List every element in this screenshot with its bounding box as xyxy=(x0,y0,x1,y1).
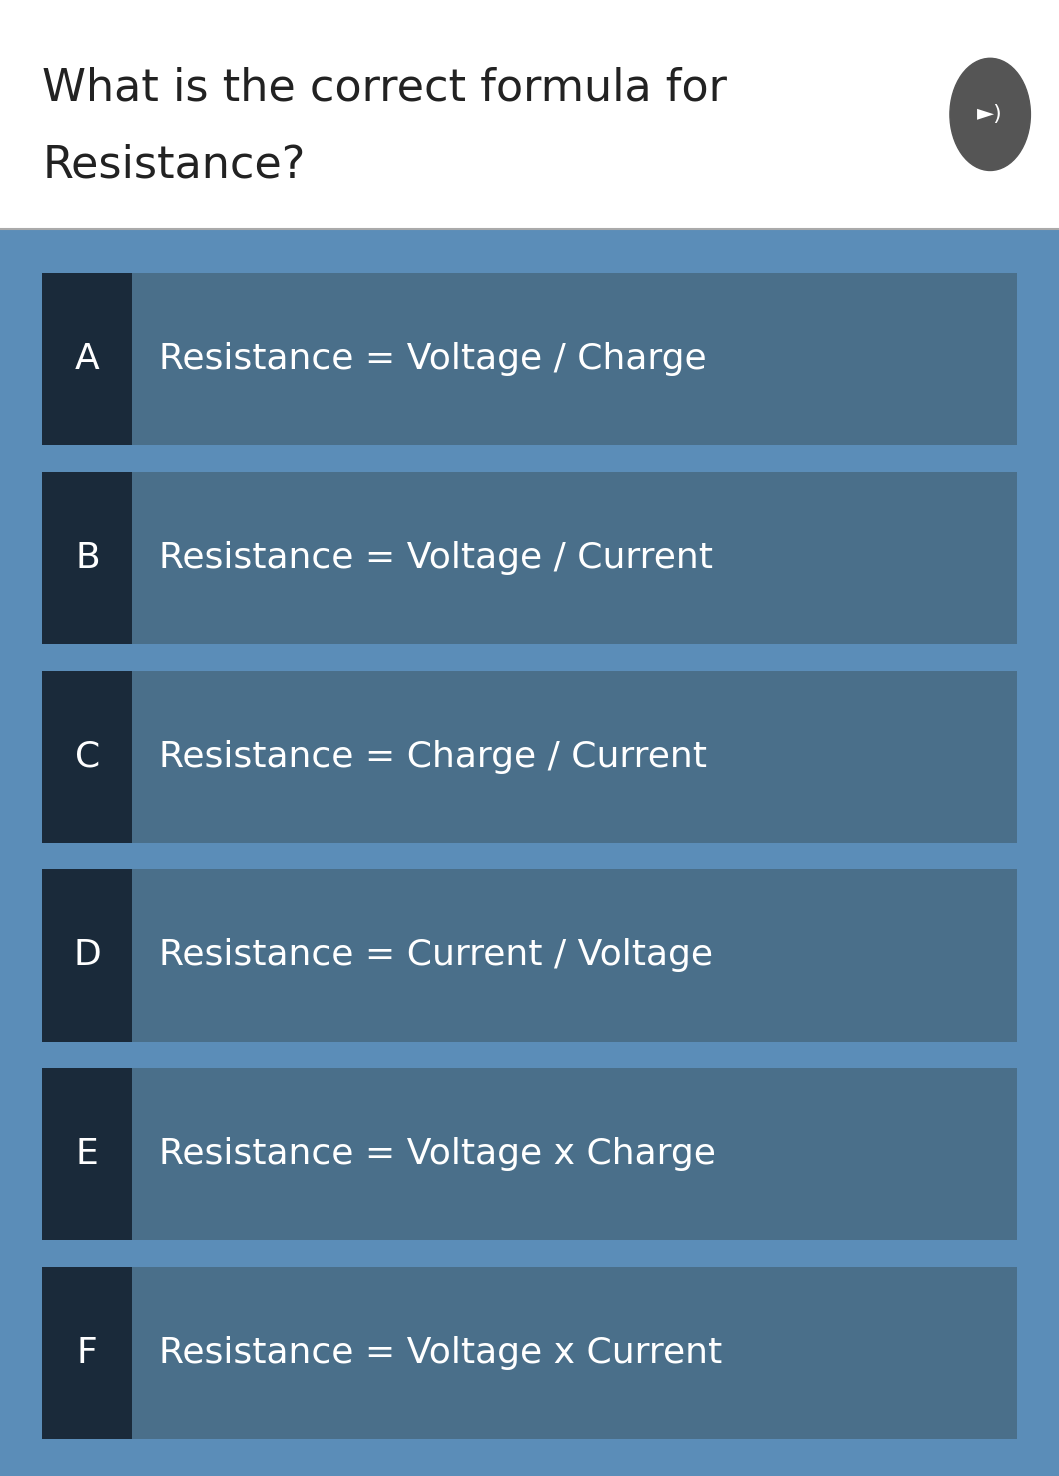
Bar xyxy=(0,0,1059,229)
Circle shape xyxy=(950,59,1030,171)
Text: Resistance = Voltage / Charge: Resistance = Voltage / Charge xyxy=(159,342,706,376)
FancyBboxPatch shape xyxy=(42,273,132,446)
FancyBboxPatch shape xyxy=(42,1266,132,1439)
FancyBboxPatch shape xyxy=(42,472,1017,644)
Text: F: F xyxy=(77,1336,97,1370)
FancyBboxPatch shape xyxy=(42,869,1017,1042)
Text: Resistance = Current / Voltage: Resistance = Current / Voltage xyxy=(159,939,713,973)
Text: What is the correct formula for: What is the correct formula for xyxy=(42,66,728,109)
Text: Resistance = Charge / Current: Resistance = Charge / Current xyxy=(159,739,706,773)
FancyBboxPatch shape xyxy=(42,472,132,644)
Text: B: B xyxy=(75,540,100,576)
Text: E: E xyxy=(76,1137,98,1172)
Text: A: A xyxy=(75,342,100,376)
Text: C: C xyxy=(75,739,100,773)
FancyBboxPatch shape xyxy=(42,1069,1017,1240)
Text: D: D xyxy=(73,939,102,973)
Text: ►): ►) xyxy=(977,105,1003,124)
FancyBboxPatch shape xyxy=(42,1069,132,1240)
FancyBboxPatch shape xyxy=(42,869,132,1042)
FancyBboxPatch shape xyxy=(42,273,1017,446)
Text: Resistance?: Resistance? xyxy=(42,143,306,186)
FancyBboxPatch shape xyxy=(42,670,132,843)
FancyBboxPatch shape xyxy=(42,670,1017,843)
Bar xyxy=(0,229,1059,1476)
Text: Resistance = Voltage x Charge: Resistance = Voltage x Charge xyxy=(159,1137,716,1172)
Text: Resistance = Voltage / Current: Resistance = Voltage / Current xyxy=(159,540,713,576)
FancyBboxPatch shape xyxy=(42,1266,1017,1439)
Text: Resistance = Voltage x Current: Resistance = Voltage x Current xyxy=(159,1336,722,1370)
